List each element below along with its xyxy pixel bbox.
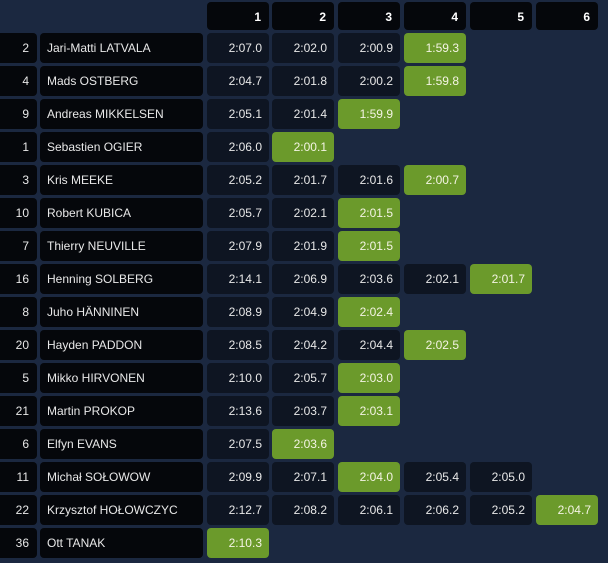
time-cell: 2:08.2 <box>272 495 334 525</box>
driver-number: 3 <box>0 165 37 195</box>
driver-name[interactable]: Robert KUBICA <box>40 198 203 228</box>
time-cell: 2:05.1 <box>207 99 269 129</box>
best-time-cell: 1:59.8 <box>404 66 466 96</box>
best-time-cell: 2:02.4 <box>338 297 400 327</box>
stage-header[interactable]: 4 <box>404 2 466 30</box>
driver-number: 22 <box>0 495 37 525</box>
best-time-cell: 2:01.5 <box>338 231 400 261</box>
time-cell: 2:07.9 <box>207 231 269 261</box>
best-time-cell: 1:59.3 <box>404 33 466 63</box>
best-time-cell: 2:04.0 <box>338 462 400 492</box>
driver-name[interactable]: Jari-Matti LATVALA <box>40 33 203 63</box>
time-cell: 2:06.1 <box>338 495 400 525</box>
driver-number: 20 <box>0 330 37 360</box>
time-cell: 2:01.7 <box>272 165 334 195</box>
driver-number: 7 <box>0 231 37 261</box>
driver-name[interactable]: Elfyn EVANS <box>40 429 203 459</box>
time-cell: 2:04.2 <box>272 330 334 360</box>
driver-number: 9 <box>0 99 37 129</box>
time-cell: 2:01.9 <box>272 231 334 261</box>
driver-number: 10 <box>0 198 37 228</box>
best-time-cell: 2:00.1 <box>272 132 334 162</box>
best-time-cell: 2:00.7 <box>404 165 466 195</box>
time-cell: 2:01.4 <box>272 99 334 129</box>
time-cell: 2:06.0 <box>207 132 269 162</box>
time-cell: 2:04.9 <box>272 297 334 327</box>
time-cell: 2:02.1 <box>272 198 334 228</box>
driver-name[interactable]: Thierry NEUVILLE <box>40 231 203 261</box>
best-time-cell: 2:03.1 <box>338 396 400 426</box>
time-cell: 2:04.7 <box>207 66 269 96</box>
driver-number: 8 <box>0 297 37 327</box>
best-time-cell: 2:03.6 <box>272 429 334 459</box>
best-time-cell: 2:01.7 <box>470 264 532 294</box>
time-cell: 2:06.2 <box>404 495 466 525</box>
driver-number: 21 <box>0 396 37 426</box>
time-cell: 2:05.4 <box>404 462 466 492</box>
time-cell: 2:05.2 <box>207 165 269 195</box>
driver-name[interactable]: Mads OSTBERG <box>40 66 203 96</box>
time-cell: 2:04.4 <box>338 330 400 360</box>
driver-name[interactable]: Krzysztof HOŁOWCZYC <box>40 495 203 525</box>
best-time-cell: 2:04.7 <box>536 495 598 525</box>
time-cell: 2:03.7 <box>272 396 334 426</box>
stage-header[interactable]: 3 <box>338 2 400 30</box>
driver-number: 6 <box>0 429 37 459</box>
time-cell: 2:01.8 <box>272 66 334 96</box>
stage-header[interactable]: 6 <box>536 2 598 30</box>
driver-name[interactable]: Kris MEEKE <box>40 165 203 195</box>
time-cell: 2:08.9 <box>207 297 269 327</box>
time-cell: 2:12.7 <box>207 495 269 525</box>
driver-name[interactable]: Hayden PADDON <box>40 330 203 360</box>
time-cell: 2:05.2 <box>470 495 532 525</box>
driver-name[interactable]: Michał SOŁOWOW <box>40 462 203 492</box>
best-time-cell: 2:02.5 <box>404 330 466 360</box>
time-cell: 2:07.1 <box>272 462 334 492</box>
time-cell: 2:07.5 <box>207 429 269 459</box>
time-cell: 2:08.5 <box>207 330 269 360</box>
time-cell: 2:02.0 <box>272 33 334 63</box>
time-cell: 2:06.9 <box>272 264 334 294</box>
time-cell: 2:00.2 <box>338 66 400 96</box>
driver-name[interactable]: Martin PROKOP <box>40 396 203 426</box>
time-cell: 2:05.7 <box>272 363 334 393</box>
driver-name[interactable]: Ott TANAK <box>40 528 203 558</box>
time-cell: 2:02.1 <box>404 264 466 294</box>
time-cell: 2:07.0 <box>207 33 269 63</box>
driver-number: 16 <box>0 264 37 294</box>
time-cell: 2:05.7 <box>207 198 269 228</box>
driver-name[interactable]: Sebastien OGIER <box>40 132 203 162</box>
driver-name[interactable]: Henning SOLBERG <box>40 264 203 294</box>
driver-number: 1 <box>0 132 37 162</box>
driver-name[interactable]: Juho HÄNNINEN <box>40 297 203 327</box>
stage-header[interactable]: 1 <box>207 2 269 30</box>
best-time-cell: 1:59.9 <box>338 99 400 129</box>
best-time-cell: 2:10.3 <box>207 528 269 558</box>
driver-number: 4 <box>0 66 37 96</box>
best-time-cell: 2:01.5 <box>338 198 400 228</box>
driver-number: 5 <box>0 363 37 393</box>
driver-name[interactable]: Mikko HIRVONEN <box>40 363 203 393</box>
driver-number: 11 <box>0 462 37 492</box>
driver-name[interactable]: Andreas MIKKELSEN <box>40 99 203 129</box>
time-cell: 2:14.1 <box>207 264 269 294</box>
stage-header[interactable]: 5 <box>470 2 532 30</box>
time-cell: 2:00.9 <box>338 33 400 63</box>
time-cell: 2:01.6 <box>338 165 400 195</box>
best-time-cell: 2:03.0 <box>338 363 400 393</box>
driver-number: 36 <box>0 528 37 558</box>
time-cell: 2:09.9 <box>207 462 269 492</box>
time-cell: 2:13.6 <box>207 396 269 426</box>
time-cell: 2:05.0 <box>470 462 532 492</box>
time-cell: 2:10.0 <box>207 363 269 393</box>
time-cell: 2:03.6 <box>338 264 400 294</box>
stage-header[interactable]: 2 <box>272 2 334 30</box>
driver-number: 2 <box>0 33 37 63</box>
